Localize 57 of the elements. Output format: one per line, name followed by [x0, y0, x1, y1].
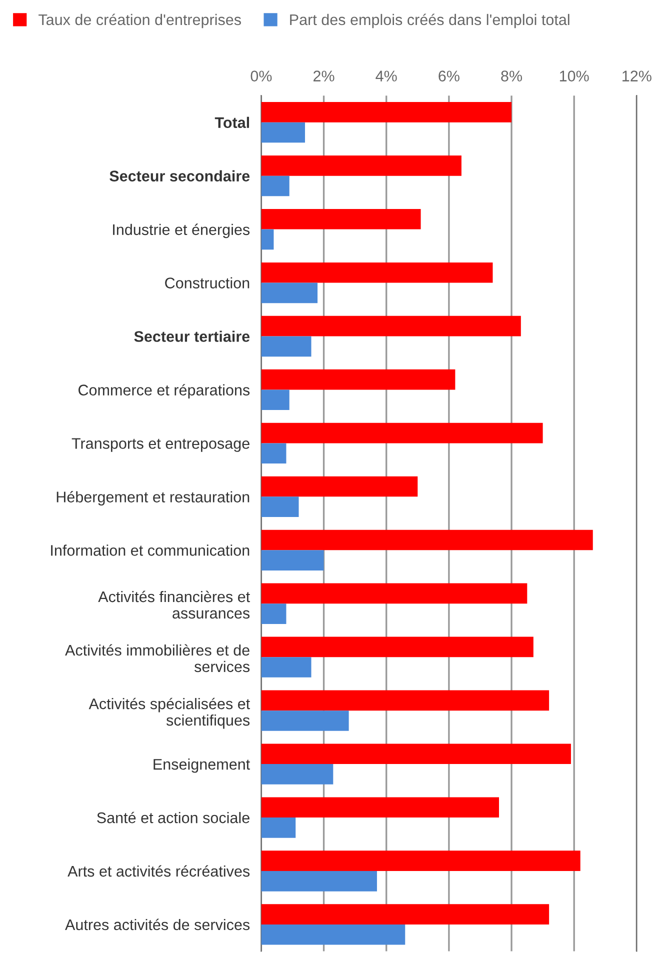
y-tick-label: Secteur secondaire — [110, 170, 250, 182]
x-tick-label: 10% — [560, 70, 589, 82]
x-tick-label: 12% — [622, 70, 652, 82]
bar — [261, 422, 543, 444]
y-tick-label: Enseignement — [154, 758, 250, 773]
y-tick-label: Arts et activités récréatives — [68, 865, 250, 877]
bar — [261, 229, 274, 250]
bar — [261, 797, 499, 818]
bar — [261, 871, 377, 892]
y-tick-label: Transports et entreposage — [72, 438, 250, 452]
y-tick-label: Construction — [165, 277, 250, 288]
bar — [261, 657, 312, 678]
bar — [261, 316, 521, 336]
bar — [261, 443, 286, 464]
y-tick-label: Activités spécialisées et scientifiques — [88, 698, 250, 729]
y-tick-label: Industrie et énergies — [113, 224, 250, 238]
bar — [261, 336, 312, 357]
bar — [261, 369, 456, 390]
bar — [261, 636, 534, 658]
bar — [261, 496, 299, 517]
x-tick-label: 4% — [376, 70, 397, 82]
x-tick-label: 6% — [438, 70, 460, 82]
bar — [261, 604, 286, 624]
bar — [261, 690, 550, 711]
y-tick-label: Commerce et réparations — [78, 384, 250, 399]
bar — [261, 282, 318, 304]
y-tick-label: Activités immobilières et de services — [65, 644, 250, 672]
y-tick-label: Santé et action sociale — [97, 812, 250, 824]
y-tick-label: Hébergement et restauration — [56, 491, 250, 506]
bar — [261, 583, 528, 604]
legend-label: Taux de création d'entreprises — [38, 14, 241, 28]
bar — [261, 390, 290, 410]
bar — [261, 904, 550, 924]
y-tick-label: Information et communication — [51, 544, 250, 556]
bar — [261, 262, 493, 283]
bar — [261, 710, 349, 731]
legend-label: Part des emplois créés dans l'emploi total — [290, 14, 570, 28]
y-tick-label: Activités financières et assurances — [98, 590, 250, 619]
bar — [261, 122, 306, 143]
x-tick-label: 8% — [501, 70, 522, 82]
y-tick-label: Secteur tertiaire — [134, 330, 250, 342]
bar — [261, 155, 462, 176]
bar — [261, 850, 580, 872]
y-tick-label: Total — [214, 116, 250, 128]
x-tick-label: 0% — [250, 70, 272, 82]
bar — [261, 208, 421, 230]
bar — [261, 744, 571, 764]
bar — [261, 818, 296, 838]
x-tick-label: 2% — [314, 70, 334, 82]
bar — [261, 550, 324, 570]
bar — [261, 764, 334, 784]
bar — [261, 530, 593, 550]
bar — [261, 176, 290, 196]
y-tick-label: Autres activités de services — [65, 918, 250, 930]
bar — [261, 476, 418, 497]
bar — [261, 102, 512, 122]
bar — [261, 924, 406, 945]
